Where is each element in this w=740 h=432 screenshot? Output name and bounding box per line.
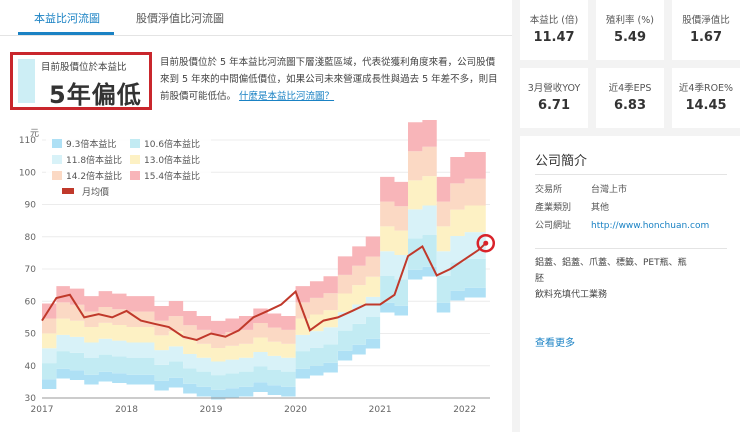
sidebar: 本益比 (倍) 11.47 殖利率 (%) 5.49 股價淨值比 1.67 3月…	[520, 0, 740, 432]
valuation-value: 5年偏低	[49, 81, 142, 109]
company-profile-title: 公司簡介	[535, 154, 588, 169]
legend-swatch	[52, 155, 62, 164]
main-panel: 本益比河流圖 股價淨值比河流圖 目前股價位於本益比 5年偏低 目前股價位於 5 …	[0, 0, 512, 432]
y-tick-label: 90	[25, 201, 37, 211]
y-tick-label: 110	[19, 136, 36, 146]
company-row-exchange: 交易所 台灣上市	[535, 182, 627, 195]
valuation-box: 目前股價位於本益比 5年偏低	[10, 52, 152, 110]
stat-label: 殖利率 (%)	[606, 15, 654, 26]
legend-label: 13.0倍本益比	[144, 154, 200, 166]
legend-swatch	[130, 139, 140, 148]
tab-pe-river[interactable]: 本益比河流圖	[34, 12, 100, 25]
business-line: 胚	[535, 274, 545, 284]
row-key: 公司網址	[535, 221, 572, 231]
row-key: 交易所	[535, 185, 563, 195]
stat-value: 5.49	[613, 30, 647, 45]
x-tick-label: 2017	[31, 405, 54, 415]
valuation-color-strip	[18, 59, 35, 103]
stat-value: 1.67	[689, 30, 723, 45]
active-tab-indicator	[18, 32, 114, 35]
row-key: 產業類別	[535, 203, 572, 213]
legend-label: 10.6倍本益比	[144, 138, 200, 150]
y-tick-label: 50	[25, 330, 37, 340]
stat-value: 6.83	[613, 98, 647, 113]
stat-pe: 本益比 (倍) 11.47	[520, 0, 588, 60]
divider	[535, 248, 727, 249]
x-tick-label: 2019	[200, 405, 223, 415]
company-row-industry: 產業類別 其他	[535, 200, 609, 213]
legend-label: 15.4倍本益比	[144, 170, 200, 182]
band-9.3-10.6x	[42, 234, 486, 390]
current-price-dot	[483, 240, 489, 246]
stat-value: 14.45	[685, 98, 727, 113]
legend-swatch	[130, 155, 140, 164]
tab-pb-river[interactable]: 股價淨值比河流圖	[136, 12, 224, 25]
valuation-subtitle: 目前股價位於本益比	[41, 62, 127, 73]
x-tick-label: 2022	[453, 405, 476, 415]
company-profile: 公司簡介 交易所 台灣上市 產業類別 其他 公司網址 http://www.honch…	[520, 136, 740, 432]
y-tick-label: 100	[19, 168, 36, 178]
current-price-marker	[476, 233, 496, 253]
stat-pb: 股價淨值比 1.67	[672, 0, 740, 60]
company-row-website: 公司網址 http://www.honchuan.com	[535, 218, 709, 231]
divider	[535, 174, 727, 175]
stat-label: 近4季ROE%	[678, 83, 734, 94]
stat-revenue-yoy: 3月營收YOY 6.71	[520, 68, 588, 128]
see-more-link[interactable]: 查看更多	[535, 338, 575, 349]
legend-label: 9.3倍本益比	[66, 138, 116, 150]
legend-swatch	[52, 171, 62, 180]
legend-swatch	[130, 171, 140, 180]
company-website-link[interactable]: http://www.honchuan.com	[591, 221, 710, 231]
business-line: 飲料充填代工業務	[535, 290, 608, 300]
stat-label: 近4季EPS	[608, 83, 652, 94]
y-tick-label: 60	[25, 297, 37, 307]
tab-bar: 本益比河流圖 股價淨值比河流圖	[0, 0, 512, 36]
stat-label: 股價淨值比	[682, 15, 730, 26]
stat-label: 本益比 (倍)	[529, 15, 579, 26]
x-tick-label: 2021	[369, 405, 392, 415]
legend-label: 14.2倍本益比	[66, 170, 122, 182]
monthly-price-line	[41, 242, 487, 342]
stat-roe: 近4季ROE% 14.45	[672, 68, 740, 128]
legend-swatch	[52, 139, 62, 148]
y-tick-label: 30	[25, 394, 37, 404]
stat-value: 6.71	[537, 98, 571, 113]
tab-divider	[0, 35, 512, 36]
legend-label: 11.8倍本益比	[66, 154, 122, 166]
stat-eps: 近4季EPS 6.83	[596, 68, 664, 128]
row-value: 其他	[591, 203, 610, 213]
x-tick-label: 2020	[284, 405, 307, 415]
y-axis-label: 元	[30, 129, 39, 139]
y-tick-label: 40	[25, 362, 37, 372]
stat-label: 3月營收YOY	[527, 83, 581, 94]
valuation-description: 目前股價位於 5 年本益比河流圖下層淺藍區域，代表從獲利角度來看，公司股價來到 …	[160, 54, 500, 105]
y-tick-label: 70	[25, 265, 37, 275]
business-line: 鋁蓋、鋁蓋、爪蓋、標籤、PET瓶、瓶	[535, 258, 687, 268]
legend-swatch	[62, 188, 74, 194]
what-is-pe-river-link[interactable]: 什麼是本益比河流圖？	[239, 91, 335, 102]
description-text: 目前股價位於 5 年本益比河流圖下層淺藍區域，代表從獲利角度來看，公司股價來到 …	[160, 57, 498, 102]
stat-value: 11.47	[533, 30, 575, 45]
legend-label: 月均價	[82, 186, 109, 198]
row-value: 台灣上市	[591, 185, 628, 195]
stat-yield: 殖利率 (%) 5.49	[596, 0, 664, 60]
x-tick-label: 2018	[115, 405, 138, 415]
y-tick-label: 80	[25, 233, 37, 243]
